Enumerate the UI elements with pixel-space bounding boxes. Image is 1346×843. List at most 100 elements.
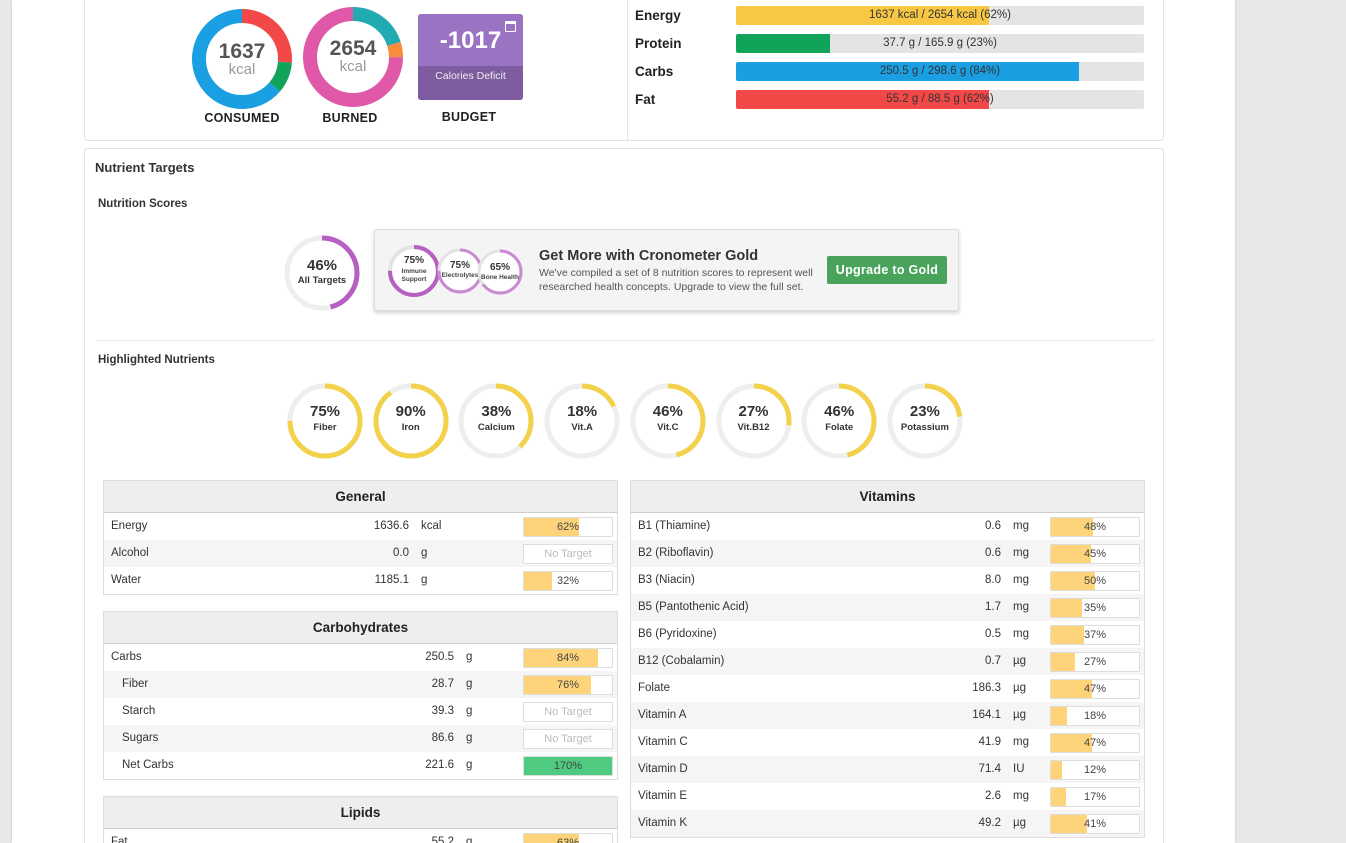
nutrient-targets-title: Nutrient Targets: [95, 160, 195, 175]
nutrient-row[interactable]: Water 1185.1 g 32%: [104, 567, 617, 594]
target-progress-bar[interactable]: 18%: [1050, 706, 1140, 726]
target-progress-bar[interactable]: 27%: [1050, 652, 1140, 672]
target-progress-bar[interactable]: 170%: [523, 756, 613, 776]
nutrient-name: Energy: [111, 520, 148, 532]
nutrient-ring-vit-b12[interactable]: [715, 382, 793, 460]
target-progress-bar[interactable]: 62%: [523, 517, 613, 537]
target-progress-bar[interactable]: 32%: [523, 571, 613, 591]
nutrient-row[interactable]: Carbs 250.5 g 84%: [104, 644, 617, 671]
nutrition-scores-title: Nutrition Scores: [98, 198, 188, 210]
nutrient-ring-vit-a[interactable]: [543, 382, 621, 460]
macro-bar-protein[interactable]: 37.7 g / 165.9 g (23%): [736, 34, 1144, 53]
nutrient-ring-pct: 46%: [824, 403, 855, 420]
target-progress-bar[interactable]: 12%: [1050, 760, 1140, 780]
nutrient-row[interactable]: B2 (Riboflavin) 0.6 mg 45%: [631, 540, 1144, 567]
nutrient-row[interactable]: B1 (Thiamine) 0.6 mg 48%: [631, 513, 1144, 540]
macro-text-fat: 55.2 g / 88.5 g (62%): [886, 93, 994, 105]
nutrient-row[interactable]: Net Carbs 221.6 g 170%: [104, 752, 617, 779]
nutrient-unit: mg: [1013, 736, 1029, 748]
consumed-donut[interactable]: [191, 8, 293, 110]
nutrient-amount: 0.7: [985, 655, 1001, 667]
nutrient-row[interactable]: Vitamin A 164.1 µg 18%: [631, 702, 1144, 729]
target-progress-bar[interactable]: 50%: [1050, 571, 1140, 591]
budget-card[interactable]: -1017 Calories Deficit: [418, 14, 523, 100]
nutrient-name: Starch: [122, 705, 156, 717]
nutrient-ring-folate[interactable]: [800, 382, 878, 460]
nutrient-row[interactable]: B12 (Cobalamin) 0.7 µg 27%: [631, 648, 1144, 675]
burned-activity-segment: [303, 7, 403, 107]
nutrient-name: B6 (Pyridoxine): [638, 628, 717, 640]
nutrient-ring-iron[interactable]: [372, 382, 450, 460]
target-progress-bar[interactable]: 37%: [1050, 625, 1140, 645]
nutrient-row[interactable]: Energy 1636.6 kcal 62%: [104, 513, 617, 540]
target-progress-bar[interactable]: 47%: [1050, 679, 1140, 699]
target-progress-bar[interactable]: 63%: [523, 833, 613, 843]
target-progress-bar[interactable]: No Target: [523, 544, 613, 564]
upgrade-to-gold-button[interactable]: Upgrade to Gold: [827, 256, 947, 284]
target-progress-bar[interactable]: 76%: [523, 675, 613, 695]
target-progress-bar[interactable]: 35%: [1050, 598, 1140, 618]
nutrient-row[interactable]: B3 (Niacin) 8.0 mg 50%: [631, 567, 1144, 594]
target-progress-bar[interactable]: 47%: [1050, 733, 1140, 753]
lipids-table: Lipids Fat 55.2 g 63%: [103, 796, 618, 843]
gold-title: Get More with Cronometer Gold: [539, 248, 759, 264]
nutrient-row[interactable]: Alcohol 0.0 g No Target: [104, 540, 617, 567]
target-progress-bar[interactable]: 45%: [1050, 544, 1140, 564]
macro-text-energy: 1637 kcal / 2654 kcal (62%): [869, 9, 1011, 21]
nutrient-row[interactable]: Vitamin D 71.4 IU 12%: [631, 756, 1144, 783]
nutrient-unit: g: [466, 732, 473, 744]
nutrient-ring-vit-c[interactable]: [629, 382, 707, 460]
nutrient-name: Net Carbs: [122, 759, 174, 771]
energy-summary-panel: [84, 0, 1164, 141]
target-progress-fill: [524, 518, 579, 536]
target-progress-bar[interactable]: 17%: [1050, 787, 1140, 807]
general-table-rows: Energy 1636.6 kcal 62% Alcohol 0.0 g No Target W…: [104, 513, 617, 594]
nutrient-amount: 55.2: [431, 836, 454, 843]
nutrient-ring-label: Iron: [401, 422, 420, 433]
nutrient-row[interactable]: Fiber 28.7 g 76%: [104, 671, 617, 698]
nutrient-row[interactable]: Vitamin K 49.2 µg 41%: [631, 810, 1144, 837]
nutrient-name: Water: [111, 574, 142, 586]
nutrient-unit: µg: [1013, 817, 1027, 829]
target-progress-fill: [524, 757, 612, 775]
nutrient-ring-potassium[interactable]: [886, 382, 964, 460]
all-targets-label: All Targets: [297, 275, 347, 286]
target-progress-bar[interactable]: No Target: [523, 702, 613, 722]
target-progress-bar[interactable]: 41%: [1050, 814, 1140, 834]
nutrient-row[interactable]: B6 (Pyridoxine) 0.5 mg 37%: [631, 621, 1144, 648]
nutrient-name: B5 (Pantothenic Acid): [638, 601, 749, 613]
all-targets-ring-progress: [284, 235, 360, 311]
nutrient-ring-label: Fiber: [313, 422, 337, 433]
nutrient-unit: mg: [1013, 628, 1029, 640]
target-progress-fill: [1051, 680, 1093, 698]
nutrient-unit: kcal: [421, 520, 442, 532]
macro-bar-energy[interactable]: 1637 kcal / 2654 kcal (62%): [736, 6, 1144, 25]
nutrient-ring-fiber[interactable]: [286, 382, 364, 460]
nutrient-row[interactable]: Fat 55.2 g 63%: [104, 829, 617, 843]
nutrient-row[interactable]: Vitamin E 2.6 mg 17%: [631, 783, 1144, 810]
all-targets-ring[interactable]: [283, 234, 361, 312]
nutrient-row[interactable]: Sugars 86.6 g No Target: [104, 725, 617, 752]
nutrient-row[interactable]: Starch 39.3 g No Target: [104, 698, 617, 725]
target-progress-bar[interactable]: 84%: [523, 648, 613, 668]
nutrient-row[interactable]: Vitamin C 41.9 mg 47%: [631, 729, 1144, 756]
budget-sub: Calories Deficit: [418, 66, 523, 100]
nutrient-ring-calcium[interactable]: [457, 382, 535, 460]
burned-donut[interactable]: [302, 6, 404, 108]
calendar-icon[interactable]: [505, 21, 516, 32]
nutrient-row[interactable]: Folate 186.3 µg 47%: [631, 675, 1144, 702]
target-progress-fill: [524, 676, 591, 694]
target-progress-bar[interactable]: 48%: [1050, 517, 1140, 537]
nutrient-amount: 164.1: [972, 709, 1001, 721]
target-progress-bar[interactable]: No Target: [523, 729, 613, 749]
macro-bar-carbs[interactable]: 250.5 g / 298.6 g (84%): [736, 62, 1144, 81]
nutrient-row[interactable]: B5 (Pantothenic Acid) 1.7 mg 35%: [631, 594, 1144, 621]
target-progress-fill: [1051, 545, 1091, 563]
consumed-unit: kcal: [228, 61, 256, 78]
macro-bar-fat[interactable]: 55.2 g / 88.5 g (62%): [736, 90, 1144, 109]
highlighted-nutrients-title: Highlighted Nutrients: [98, 354, 215, 366]
nutrient-unit: g: [466, 651, 473, 663]
consumed-value: 1637: [218, 40, 266, 63]
target-progress-fill: [1051, 653, 1075, 671]
target-progress-fill: [1051, 734, 1093, 752]
